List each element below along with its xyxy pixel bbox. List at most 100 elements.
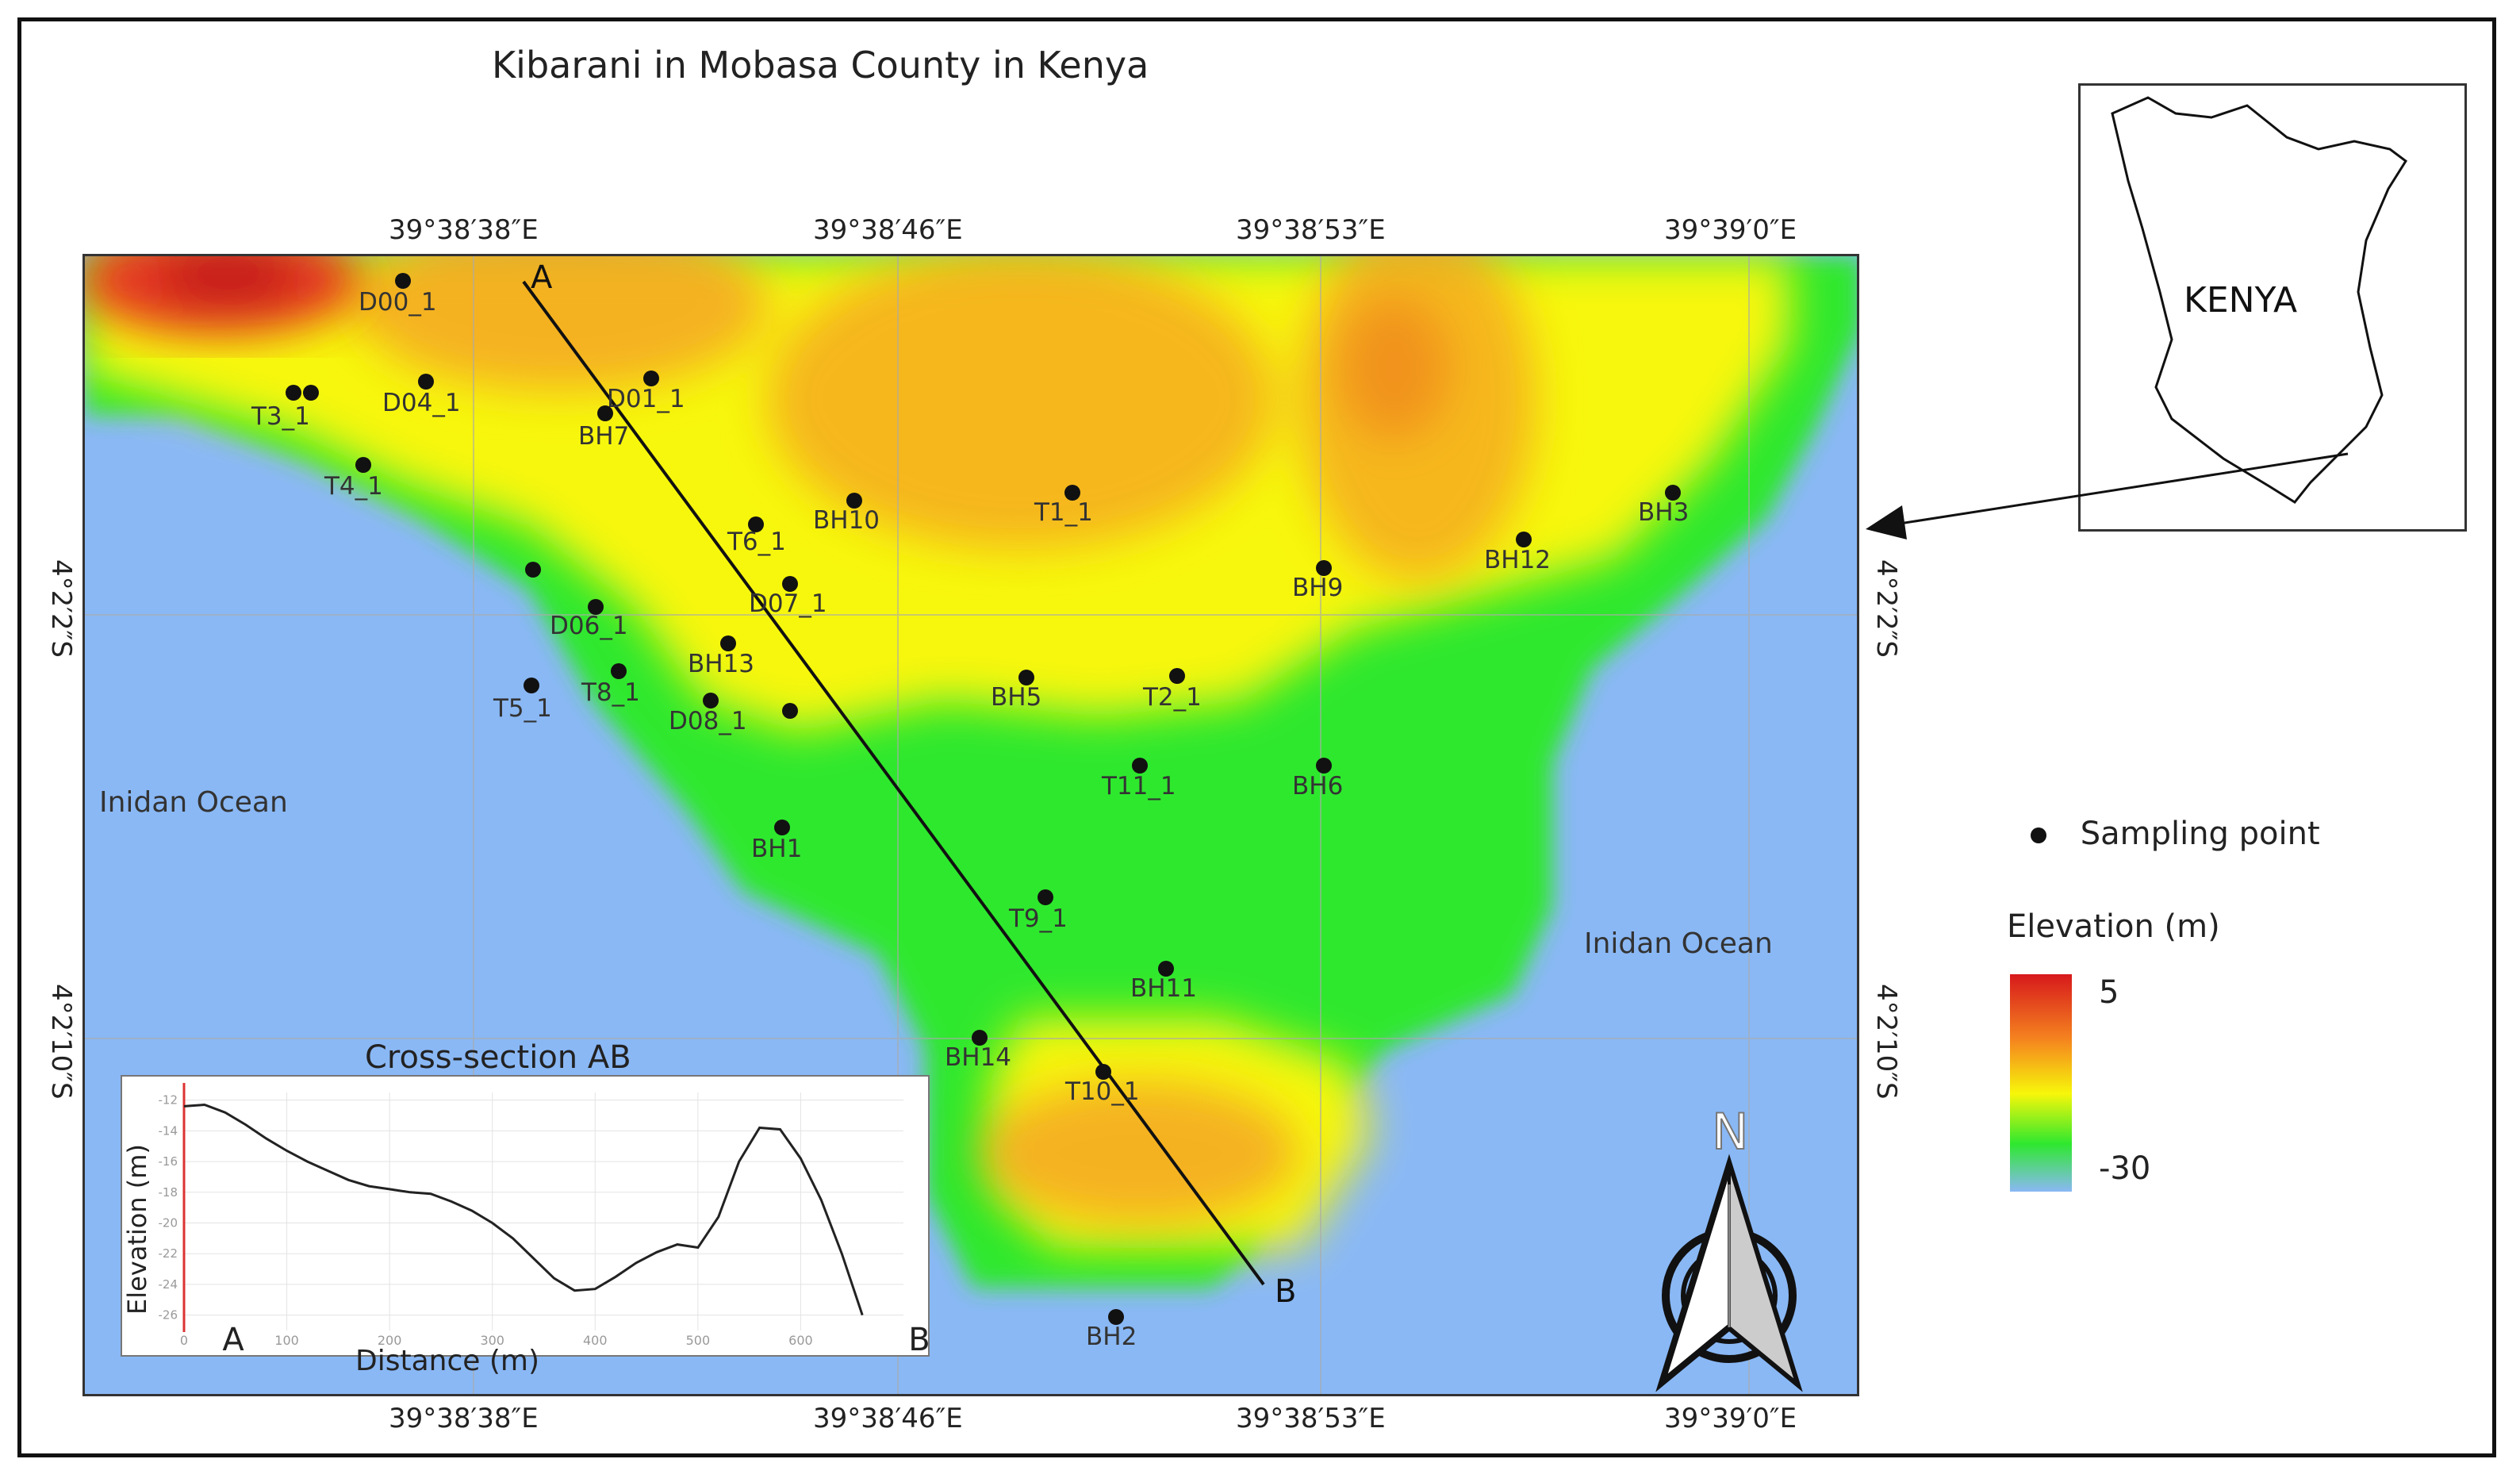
bottom-tick-3: 39°38′53″E — [1236, 1403, 1386, 1434]
sampling-point-unlabeled-1 — [525, 562, 541, 578]
legend-min-label: -30 — [2099, 1150, 2151, 1187]
sampling-point-label-d00-1: D00_1 — [359, 288, 437, 317]
sampling-point-bh5 — [1018, 670, 1034, 685]
cross-section-chart: 0 100 200 300 400 500 600 -12 -14 -16 -18 -20 -22 -24… — [122, 1083, 930, 1358]
cross-section-x-tick: 500 — [686, 1333, 711, 1348]
cross-section-x-tick: 200 — [378, 1333, 402, 1348]
sampling-point-label-bh7: BH7 — [578, 422, 629, 451]
cross-section-x-tick: 400 — [583, 1333, 608, 1348]
sampling-point-label-t9-1: T9_1 — [1008, 904, 1068, 933]
bottom-tick-4: 39°39′0″E — [1664, 1403, 1797, 1434]
cross-section-end-label: B — [908, 1322, 928, 1355]
sampling-points-layer: D00_1 D04_1 D01_1 T3_1 BH7 T4_1 T6_1 BH10 T1_1 D0… — [251, 273, 1689, 1351]
kenya-label: KENYA — [2184, 280, 2297, 321]
sampling-point-d07-1 — [782, 576, 798, 592]
cross-section-panel: 0 100 200 300 400 500 600 -12 -14 -16 -18 -20 -22 -24… — [121, 1075, 930, 1358]
cross-section-profile-line — [183, 1103, 864, 1316]
cross-section-xlabel: Distance (m) — [355, 1345, 540, 1377]
locator-arrow-line — [1899, 452, 2349, 525]
cross-section-y-tick: -24 — [159, 1277, 178, 1292]
sampling-point-bh14 — [972, 1030, 988, 1046]
cross-section-x-tick: 0 — [180, 1333, 188, 1348]
sampling-point-d08-1 — [703, 693, 719, 708]
sampling-point-t9-1 — [1038, 889, 1053, 905]
sampling-point-bh11 — [1158, 961, 1174, 977]
sampling-point-label-bh6: BH6 — [1292, 772, 1343, 801]
sampling-point-label-t11-1: T11_1 — [1101, 772, 1176, 801]
sampling-point-label-t8-1: T8_1 — [581, 678, 640, 707]
sampling-point-d00-1 — [395, 273, 411, 289]
sampling-point-label-d06-1: D06_1 — [550, 612, 628, 640]
map-title: Kibarani in Mobasa County in Kenya — [492, 44, 1149, 86]
sampling-point-bh12 — [1516, 532, 1532, 547]
ocean-label-east: Inidan Ocean — [1584, 927, 1773, 960]
sampling-point-bh6 — [1316, 758, 1332, 774]
locator-arrow-head — [1866, 505, 1907, 539]
sampling-point-label-t3-1: T3_1 — [251, 402, 310, 431]
sampling-point-label-bh3: BH3 — [1638, 498, 1689, 527]
sampling-point-label-d04-1: D04_1 — [382, 389, 461, 417]
sampling-point-label-bh12: BH12 — [1484, 546, 1551, 574]
cross-section-x-tick: 600 — [788, 1333, 813, 1348]
legend-point-label: Sampling point — [2080, 816, 2320, 852]
sampling-point-t5-1 — [524, 678, 539, 693]
legend-point-symbol — [2031, 827, 2046, 843]
sampling-point-bh7 — [597, 405, 613, 421]
kenya-outline-map: KENYA — [2111, 96, 2408, 504]
cross-section-ticks: 0 100 200 300 400 500 600 -12 -14 -16 -18 -20 -22 -24… — [159, 1093, 813, 1348]
legend-elevation-title: Elevation (m) — [2007, 908, 2220, 945]
sampling-point-label-d08-1: D08_1 — [669, 707, 747, 735]
sampling-point-t11-1 — [1132, 758, 1148, 774]
sampling-point-label-t6-1: T6_1 — [727, 528, 786, 556]
sampling-point-label-bh13: BH13 — [688, 650, 754, 678]
sampling-point-t3-1 — [286, 385, 301, 401]
bottom-tick-2: 39°38′46″E — [813, 1403, 963, 1434]
sampling-point-bh13 — [720, 635, 736, 651]
sampling-point-bh1 — [774, 820, 790, 835]
cross-section-y-tick: -18 — [159, 1185, 178, 1200]
sampling-point-unlabeled-2 — [782, 703, 798, 719]
land-orange-zone — [355, 256, 1536, 1224]
sampling-point-label-d07-1: D07_1 — [749, 589, 827, 618]
sampling-point-label-t2-1: T2_1 — [1142, 683, 1202, 712]
legend-max-label: 5 — [2099, 974, 2119, 1011]
land-red-zone — [85, 256, 362, 336]
sampling-point-t3-1-secondary — [303, 385, 319, 401]
sampling-point-label-t4-1: T4_1 — [324, 472, 383, 501]
sampling-point-label-bh11: BH11 — [1130, 974, 1197, 1003]
sampling-point-label-t1-1: T1_1 — [1034, 498, 1093, 527]
north-arrow: N — [1655, 1102, 1803, 1392]
legend-color-ramp — [2010, 974, 2072, 1192]
sampling-point-d01-1 — [643, 370, 659, 386]
sampling-point-bh10 — [846, 493, 862, 509]
sampling-point-t10-1 — [1095, 1064, 1111, 1080]
sampling-point-t6-1 — [748, 516, 764, 532]
sampling-point-label-bh14: BH14 — [945, 1043, 1011, 1072]
legend-point-entry: Sampling point — [2031, 816, 2320, 852]
bottom-tick-1: 39°38′38″E — [389, 1403, 539, 1434]
sampling-point-bh9 — [1316, 560, 1332, 576]
legend: Sampling point Elevation (m) 5 -30 — [2007, 809, 2491, 1222]
sampling-point-label-bh1: BH1 — [751, 835, 802, 863]
cross-section-y-tick: -22 — [159, 1246, 178, 1261]
cross-section-grid — [183, 1092, 903, 1330]
sampling-point-bh2 — [1108, 1309, 1124, 1325]
sampling-point-label-d01-1: D01_1 — [607, 385, 685, 413]
sampling-point-label-t5-1: T5_1 — [493, 694, 552, 723]
sampling-point-label-bh2: BH2 — [1086, 1323, 1137, 1351]
cross-section-start-label: A — [222, 1322, 244, 1355]
cross-section-y-tick: -26 — [159, 1308, 178, 1323]
cross-section-y-tick: -16 — [159, 1154, 178, 1169]
cross-section-ylabel: Elevation (m) — [122, 1144, 152, 1315]
top-tick-2: 39°38′46″E — [813, 214, 963, 246]
north-label: N — [1712, 1103, 1748, 1161]
cross-section-y-tick: -20 — [159, 1216, 178, 1231]
sampling-point-d06-1 — [588, 599, 604, 615]
figure-frame — [17, 17, 2496, 1457]
cross-section-y-tick: -14 — [159, 1123, 178, 1138]
sampling-point-t1-1 — [1064, 485, 1080, 501]
transect-end-label: B — [1275, 1273, 1296, 1310]
transect-line — [522, 280, 1265, 1286]
transect-start-label: A — [531, 259, 553, 296]
sampling-point-t2-1 — [1169, 668, 1185, 684]
